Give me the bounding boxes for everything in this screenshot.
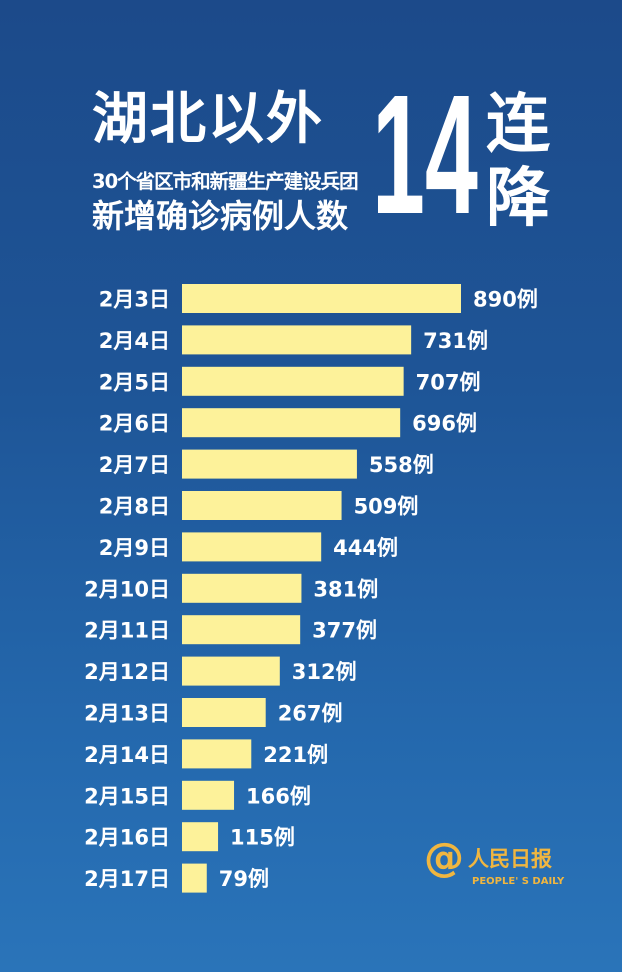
bar bbox=[182, 780, 235, 810]
bar bbox=[182, 449, 357, 479]
category-label: 2月17日 bbox=[84, 867, 170, 891]
logo-name: 人民日报 bbox=[468, 847, 552, 871]
bar bbox=[182, 325, 412, 355]
value-label: 381例 bbox=[313, 577, 378, 601]
category-label: 2月11日 bbox=[84, 619, 170, 643]
headline-title: 湖北以外 bbox=[92, 87, 324, 152]
side-text: 连降 bbox=[486, 88, 550, 236]
value-label: 731例 bbox=[423, 329, 488, 353]
bar bbox=[182, 532, 322, 562]
headline-line3: 新增确诊病例人数 bbox=[92, 197, 349, 235]
value-label: 79例 bbox=[219, 867, 269, 891]
bar bbox=[182, 656, 280, 686]
value-label: 377例 bbox=[312, 619, 377, 643]
headline-subtitle: 30个省区市和新疆生产建设兵团 bbox=[92, 170, 359, 193]
value-label: 115例 bbox=[230, 826, 295, 850]
bar bbox=[182, 615, 301, 645]
category-label: 2月5日 bbox=[99, 370, 170, 394]
category-label: 2月3日 bbox=[99, 288, 170, 312]
category-label: 2月10日 bbox=[84, 577, 170, 601]
logo-at-icon: @ bbox=[424, 835, 464, 881]
bar bbox=[182, 863, 207, 893]
category-label: 2月16日 bbox=[84, 826, 170, 850]
bar bbox=[182, 284, 461, 313]
big-number: 14 bbox=[372, 60, 478, 250]
bar bbox=[182, 408, 401, 438]
bar bbox=[182, 739, 252, 769]
category-label: 2月14日 bbox=[84, 743, 170, 767]
category-label: 2月9日 bbox=[99, 536, 170, 560]
category-label: 2月4日 bbox=[99, 329, 170, 353]
value-label: 221例 bbox=[263, 743, 328, 767]
value-label: 267例 bbox=[278, 702, 343, 726]
value-label: 166例 bbox=[246, 784, 311, 808]
value-label: 312例 bbox=[292, 660, 357, 684]
category-label: 2月6日 bbox=[99, 412, 170, 436]
category-label: 2月13日 bbox=[84, 702, 170, 726]
category-label: 2月15日 bbox=[84, 784, 170, 808]
category-label: 2月12日 bbox=[84, 660, 170, 684]
bar bbox=[182, 366, 404, 396]
bar bbox=[182, 698, 266, 727]
bar bbox=[182, 822, 219, 852]
value-label: 707例 bbox=[416, 370, 481, 394]
value-label: 558例 bbox=[369, 453, 434, 477]
logo-english: PEOPLE' S DAILY bbox=[472, 876, 565, 887]
value-label: 890例 bbox=[473, 288, 538, 312]
bar bbox=[182, 573, 302, 603]
value-label: 696例 bbox=[412, 412, 477, 436]
category-label: 2月7日 bbox=[99, 453, 170, 477]
bar bbox=[182, 491, 342, 520]
value-label: 444例 bbox=[333, 536, 398, 560]
category-label: 2月8日 bbox=[99, 495, 170, 519]
value-label: 509例 bbox=[354, 495, 419, 519]
